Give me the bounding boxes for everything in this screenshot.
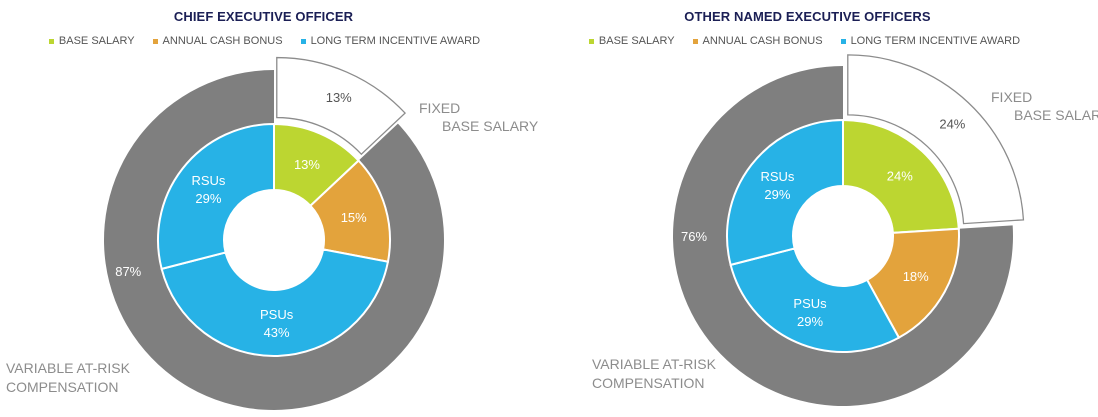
outer-slice-fixed-group: 24% (847, 54, 1025, 225)
chart-legend: BASE SALARY ANNUAL CASH BONUS LONG TERM … (530, 35, 1079, 47)
outer-label-variable: COMPENSATION (592, 375, 705, 391)
chart-title: CHIEF EXECUTIVE OFFICER (173, 9, 354, 24)
legend-swatch-base-salary (48, 38, 54, 44)
inner-label-psus: PSUs (793, 296, 827, 311)
inner-value-annual-cash-bonus: 15% (341, 210, 367, 225)
legend-item-annual-cash-bonus: ANNUAL CASH BONUS (152, 35, 283, 47)
inner-value-rsus: 29% (195, 191, 221, 206)
legend-swatch-annual-cash-bonus (152, 38, 158, 44)
outer-label-variable: COMPENSATION (6, 379, 119, 395)
neo-donut-chart: 24% 24% 18% PSUs 29% RSUs 29% 76% FIXED BASE SALA… (592, 54, 1098, 407)
outer-label-fixed: BASE SALARY (442, 118, 539, 134)
inner-value-rsus: 29% (764, 187, 790, 202)
inner-value-psus: 29% (797, 314, 823, 329)
donut-hole (224, 190, 324, 290)
chart-legend: BASE SALARY ANNUAL CASH BONUS LONG TERM … (0, 35, 539, 47)
inner-value-base-salary: 13% (294, 157, 320, 172)
outer-value-variable: 87% (115, 264, 141, 279)
outer-value-fixed: 24% (939, 116, 965, 131)
legend-swatch-long-term-incentive (840, 38, 846, 44)
legend-item-long-term-incentive: LONG TERM INCENTIVE AWARD (300, 35, 481, 47)
legend-item-long-term-incentive: LONG TERM INCENTIVE AWARD (840, 35, 1021, 47)
legend-swatch-long-term-incentive (300, 38, 306, 44)
outer-slice-fixed (276, 56, 406, 156)
outer-label-fixed: FIXED (419, 100, 460, 116)
outer-label-fixed: BASE SALARY (1014, 107, 1098, 123)
legend-item-base-salary: BASE SALARY (48, 35, 135, 47)
inner-label-rsus: RSUs (760, 169, 794, 184)
legend-swatch-base-salary (588, 38, 594, 44)
outer-label-variable: VARIABLE AT-RISK (592, 356, 717, 372)
legend-item-base-salary: BASE SALARY (588, 35, 675, 47)
inner-value-psus: 43% (264, 325, 290, 340)
outer-slice-fixed-group: 13% (276, 56, 406, 156)
donut-hole (793, 186, 893, 286)
neo-chart-panel: OTHER NAMED EXECUTIVE OFFICERS BASE SALA… (549, 0, 1098, 417)
outer-slice-variable (673, 66, 1013, 407)
inner-value-base-salary: 24% (887, 168, 913, 183)
outer-label-variable: VARIABLE AT-RISK (6, 360, 131, 376)
ceo-donut-chart: 13% 13% 15% PSUs 43% RSUs 29% 87% FIXED BASE SALA… (6, 56, 539, 410)
inner-value-annual-cash-bonus: 18% (903, 269, 929, 284)
legend-label: ANNUAL CASH BONUS (162, 35, 283, 47)
inner-label-psus: PSUs (260, 307, 294, 322)
outer-slice-variable (103, 70, 444, 410)
inner-label-rsus: RSUs (191, 173, 225, 188)
ceo-chart-panel: CHIEF EXECUTIVE OFFICER BASE SALARY ANNU… (0, 9, 539, 410)
legend-label: LONG TERM INCENTIVE AWARD (310, 35, 481, 47)
legend-item-annual-cash-bonus: ANNUAL CASH BONUS (692, 35, 823, 47)
legend-swatch-annual-cash-bonus (692, 38, 698, 44)
chart-title: OTHER NAMED EXECUTIVE OFFICERS (684, 9, 931, 24)
outer-value-variable: 76% (681, 229, 707, 244)
outer-value-fixed: 13% (326, 90, 352, 105)
outer-slice-fixed (847, 54, 1025, 225)
legend-label: BASE SALARY (598, 35, 675, 47)
legend-label: LONG TERM INCENTIVE AWARD (850, 35, 1021, 47)
legend-label: ANNUAL CASH BONUS (702, 35, 823, 47)
outer-label-fixed: FIXED (991, 89, 1032, 105)
legend-label: BASE SALARY (58, 35, 135, 47)
